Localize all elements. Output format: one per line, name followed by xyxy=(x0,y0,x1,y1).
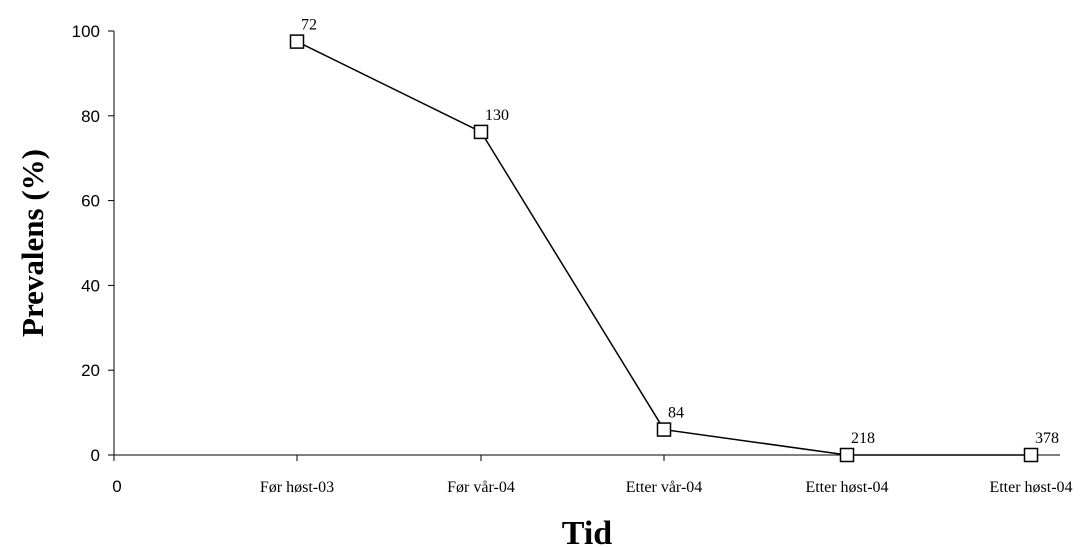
x-tick-label: Etter høst-04 xyxy=(989,479,1072,496)
data-point-marker xyxy=(839,447,855,463)
y-tick-label: 40 xyxy=(81,276,100,295)
y-tick-label: 80 xyxy=(81,107,100,126)
data-label: 378 xyxy=(1035,430,1059,447)
series-line xyxy=(296,40,1031,456)
x-tick-label: Etter høst-04 xyxy=(805,479,888,496)
data-point-marker xyxy=(656,422,672,437)
x-tick-label: Etter vår-04 xyxy=(626,479,703,496)
x-tick-label: Før vår-04 xyxy=(447,479,515,496)
x-tick-label: Før høst-03 xyxy=(260,479,334,496)
y-axis-title: Prevalens (%) xyxy=(15,149,50,337)
data-point-marker xyxy=(473,124,489,140)
x-axis-title: Tid xyxy=(562,515,613,547)
axes xyxy=(113,31,1060,456)
data-labels: 72 130 84 218 378 xyxy=(301,17,1059,447)
data-label: 72 xyxy=(301,17,317,34)
y-ticks: 0 20 40 60 80 100 xyxy=(72,22,114,465)
x-origin-label: 0 xyxy=(112,477,121,496)
data-label: 218 xyxy=(851,430,875,447)
y-tick-label: 60 xyxy=(81,192,100,211)
data-point-marker xyxy=(1023,447,1039,463)
series xyxy=(289,34,1039,463)
data-label: 84 xyxy=(668,405,684,422)
y-tick-label: 20 xyxy=(81,361,100,380)
data-point-marker xyxy=(289,34,305,49)
y-tick-label: 100 xyxy=(72,22,100,41)
x-ticks: Før høst-03 Før vår-04 Etter vår-04 Etter h… xyxy=(113,455,1073,496)
y-tick-label: 0 xyxy=(91,446,100,465)
data-label: 130 xyxy=(485,107,509,124)
